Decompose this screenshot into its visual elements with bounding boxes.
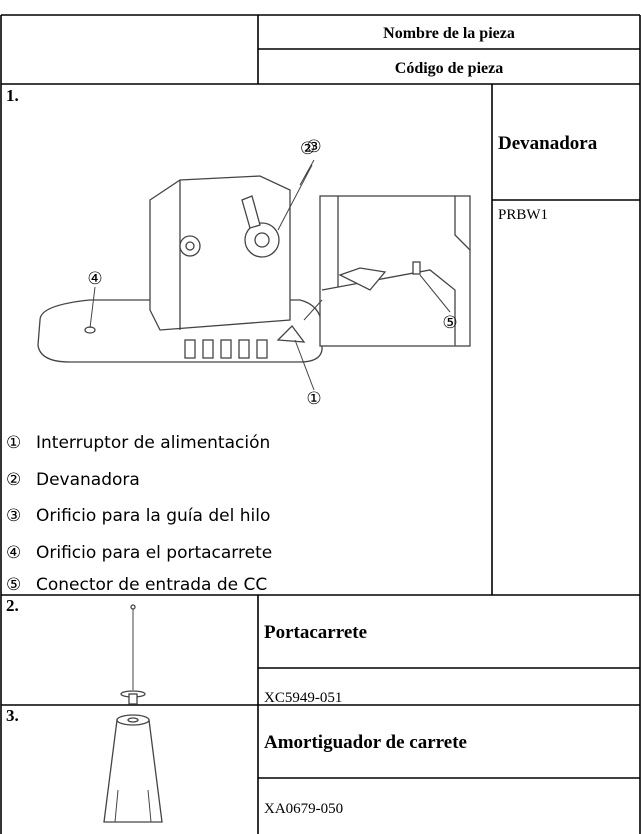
table-rules bbox=[0, 14, 641, 834]
item-name: Portacarrete bbox=[264, 622, 367, 643]
winder-illustration: ③ ② ④ ⑤ ① bbox=[37, 137, 471, 409]
callout-list: ① Interruptor de alimentación ② Devanado… bbox=[6, 433, 272, 595]
callout-marker: ④ bbox=[6, 543, 21, 563]
item-number: 1. bbox=[6, 86, 19, 105]
callout-label: ③ bbox=[306, 137, 321, 157]
header-code: Código de pieza bbox=[395, 60, 503, 77]
callout-label: ⑤ bbox=[442, 313, 457, 333]
callout-label: ② bbox=[300, 139, 315, 159]
item-code: XC5949-051 bbox=[264, 690, 342, 706]
callout-label: ① bbox=[306, 389, 321, 409]
callout-text: Devanadora bbox=[36, 470, 140, 490]
callout-text: Interruptor de alimentación bbox=[36, 433, 270, 453]
item-number: 3. bbox=[6, 706, 19, 725]
callout-text: Orificio para la guía del hilo bbox=[36, 506, 270, 526]
callout-marker: ③ bbox=[6, 506, 21, 526]
item-name: Devanadora bbox=[498, 133, 598, 154]
callout-marker: ⑤ bbox=[6, 575, 21, 595]
callout-marker: ② bbox=[6, 470, 21, 490]
spool-cap-illustration bbox=[103, 714, 163, 823]
callout-marker: ① bbox=[6, 433, 21, 453]
item-code: PRBW1 bbox=[498, 207, 548, 223]
item-name: Amortiguador de carrete bbox=[264, 732, 467, 753]
spool-pin-illustration bbox=[120, 604, 146, 705]
header-name: Nombre de la pieza bbox=[383, 25, 515, 42]
item-code: XA0679-050 bbox=[264, 801, 343, 817]
callout-text: Orificio para el portacarrete bbox=[36, 543, 272, 563]
item-number: 2. bbox=[6, 596, 19, 615]
callout-text: Conector de entrada de CC bbox=[36, 575, 267, 595]
callout-label: ④ bbox=[87, 269, 102, 289]
